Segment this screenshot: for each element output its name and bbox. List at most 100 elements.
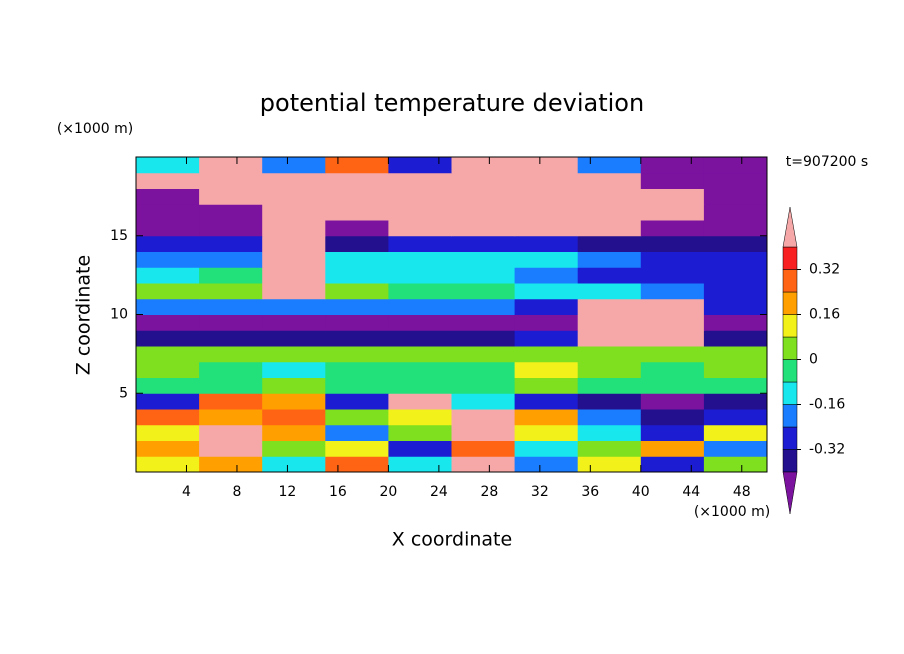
field-cell xyxy=(388,330,452,347)
field-cell xyxy=(262,456,326,473)
field-cell xyxy=(325,377,389,394)
field-cell xyxy=(325,361,389,378)
y-axis-title: Z coordinate xyxy=(73,255,95,375)
field-cell xyxy=(577,440,642,457)
y-tick-label: 15 xyxy=(110,228,128,244)
field-cell xyxy=(136,409,200,426)
field-cell xyxy=(577,188,642,205)
field-cell xyxy=(388,267,452,284)
field-cell xyxy=(514,283,579,300)
field-cell xyxy=(325,424,389,441)
field-cell xyxy=(640,204,705,221)
field-cell xyxy=(325,393,389,410)
field-cell xyxy=(451,440,516,457)
field-cell xyxy=(262,393,326,410)
field-cell xyxy=(199,440,263,457)
x-tick-label: 24 xyxy=(430,484,448,500)
field-cell xyxy=(325,330,389,347)
field-cell xyxy=(640,409,705,426)
field-cell xyxy=(262,346,326,363)
field-cell xyxy=(136,283,200,300)
field-cell xyxy=(577,346,642,363)
field-cell xyxy=(703,251,768,268)
field-cell xyxy=(640,440,705,457)
y-unit: (×1000 m) xyxy=(57,121,133,137)
colorbar-triangle xyxy=(782,206,798,248)
field-cell xyxy=(514,220,579,237)
field-cell xyxy=(577,251,642,268)
field-cell xyxy=(136,393,200,410)
field-cell xyxy=(451,283,516,300)
x-tick-label: 28 xyxy=(480,484,498,500)
field-cell xyxy=(640,361,705,378)
field-cell xyxy=(514,314,579,331)
field-cell xyxy=(325,220,389,237)
field-cell xyxy=(262,298,326,315)
field-cell xyxy=(199,251,263,268)
field-cell xyxy=(262,361,326,378)
field-cell xyxy=(451,393,516,410)
field-cell xyxy=(325,298,389,315)
field-cell xyxy=(451,409,516,426)
field-cell xyxy=(640,251,705,268)
field-cell xyxy=(703,361,768,378)
field-cell xyxy=(577,235,642,252)
field-cell xyxy=(136,346,200,363)
colorbar-box xyxy=(782,381,798,405)
field-cell xyxy=(262,283,326,300)
colorbar-box xyxy=(782,314,798,338)
field-cell xyxy=(262,377,326,394)
field-cell xyxy=(451,157,516,174)
field-cell xyxy=(199,314,263,331)
field-cell xyxy=(325,235,389,252)
field-cell xyxy=(514,330,579,347)
field-cell xyxy=(262,409,326,426)
field-cell xyxy=(199,267,263,284)
field-cell xyxy=(703,188,768,205)
y-tick-label: 5 xyxy=(119,385,128,401)
field-cell xyxy=(640,157,705,174)
field-cell xyxy=(199,157,263,174)
colorbar-box xyxy=(782,426,798,450)
x-tick-label: 48 xyxy=(733,484,751,500)
field-cell xyxy=(640,314,705,331)
field-cell xyxy=(136,251,200,268)
field-cell xyxy=(640,220,705,237)
field-cell xyxy=(199,361,263,378)
field-cell xyxy=(262,251,326,268)
chart-title: potential temperature deviation xyxy=(260,89,644,117)
field-cell xyxy=(640,456,705,473)
field-cell xyxy=(640,188,705,205)
field-cell xyxy=(703,377,768,394)
field-cell xyxy=(262,267,326,284)
field-cell xyxy=(514,456,579,473)
field-cell xyxy=(199,220,263,237)
field-cell xyxy=(262,204,326,221)
field-cell xyxy=(262,188,326,205)
field-cell xyxy=(136,377,200,394)
field-cell xyxy=(703,330,768,347)
field-cell xyxy=(514,267,579,284)
field-cell xyxy=(136,188,200,205)
field-cell xyxy=(703,204,768,221)
field-cell xyxy=(388,377,452,394)
field-cell xyxy=(703,283,768,300)
field-cell xyxy=(136,220,200,237)
field-cell xyxy=(199,298,263,315)
field-cell xyxy=(136,267,200,284)
field-cell xyxy=(199,172,263,189)
field-cell xyxy=(199,409,263,426)
colorbar-tick-label: -0.16 xyxy=(809,397,845,413)
field-cell xyxy=(577,361,642,378)
field-cell xyxy=(388,235,452,252)
field-cell xyxy=(199,393,263,410)
y-tick-label: 10 xyxy=(110,307,128,323)
field-cell xyxy=(325,188,389,205)
x-tick-label: 8 xyxy=(232,484,241,500)
field-cell xyxy=(640,298,705,315)
field-cell xyxy=(388,456,452,473)
field-cell xyxy=(388,172,452,189)
field-cell xyxy=(703,440,768,457)
field-cell xyxy=(703,346,768,363)
